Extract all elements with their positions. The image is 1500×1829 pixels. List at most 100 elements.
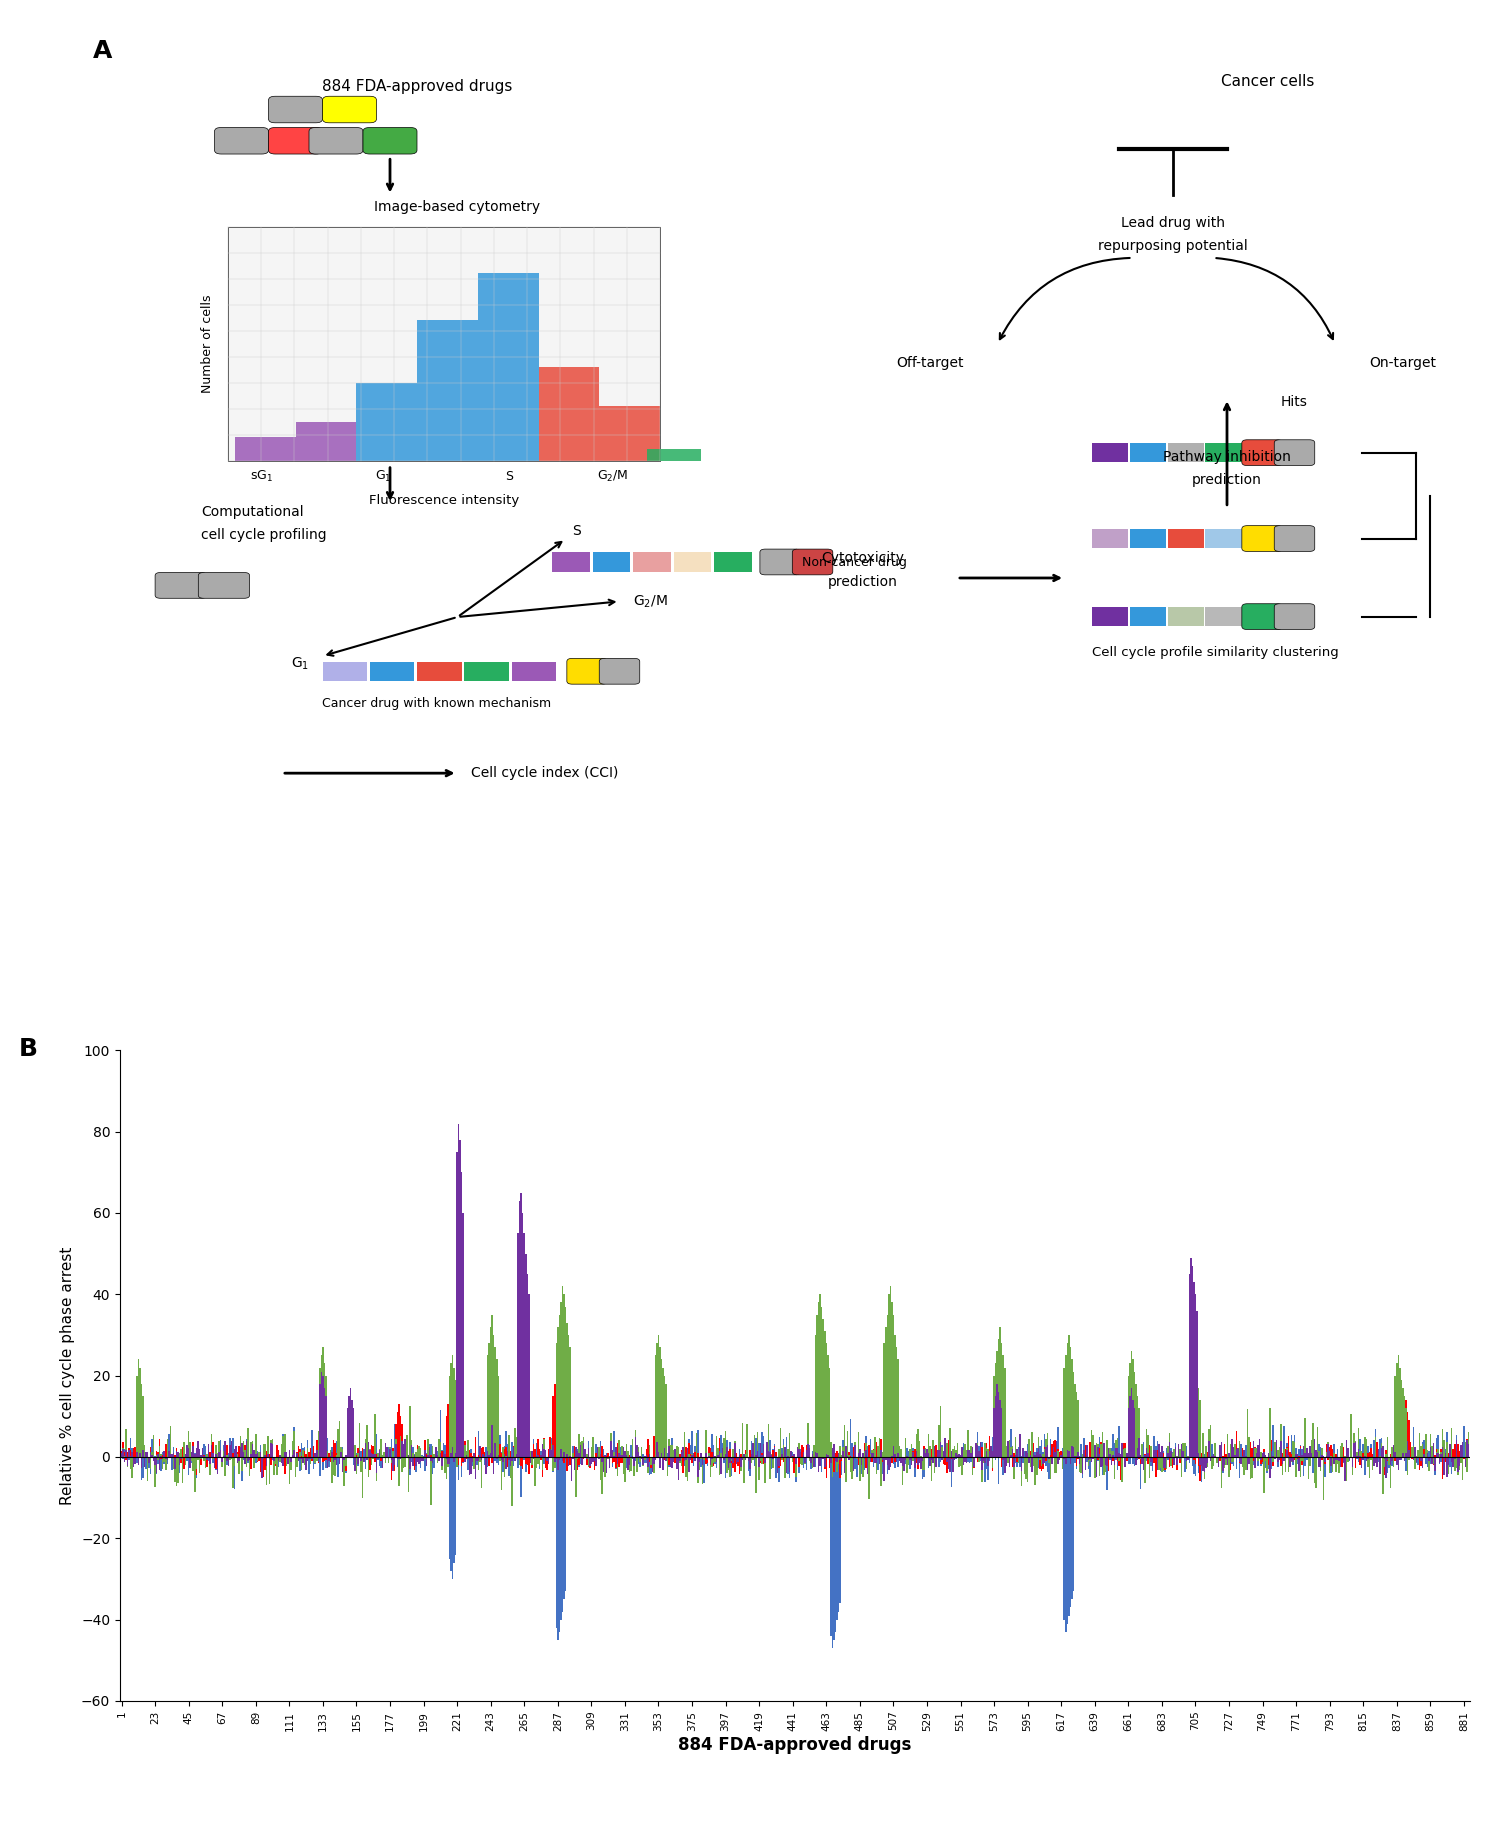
Bar: [886, 1458, 888, 1474]
Bar: [1240, 1458, 1242, 1460]
Bar: [1046, 1458, 1047, 1467]
Bar: [320, 1443, 321, 1458]
Bar: [1236, 1458, 1238, 1469]
Bar: [296, 1454, 297, 1458]
Bar: [312, 1430, 314, 1458]
Bar: [256, 1454, 258, 1458]
Bar: [211, 1434, 213, 1458]
Bar: [240, 1436, 242, 1458]
Bar: [934, 1454, 936, 1458]
Bar: [654, 1454, 656, 1458]
Bar: [1258, 1458, 1260, 1460]
Bar: [496, 1359, 498, 1458]
Bar: [1132, 1408, 1134, 1458]
Bar: [1102, 1443, 1104, 1458]
Bar: [1276, 1458, 1278, 1463]
Bar: [686, 1458, 687, 1478]
Bar: [156, 1456, 158, 1458]
Bar: [503, 1458, 504, 1460]
Bar: [1131, 1352, 1132, 1458]
Bar: [558, 1458, 560, 1460]
Bar: [710, 1452, 711, 1458]
Bar: [1011, 1449, 1013, 1458]
Bar: [1107, 1449, 1108, 1458]
Bar: [1311, 1454, 1312, 1458]
Bar: [1070, 1348, 1071, 1458]
Bar: [1208, 1458, 1209, 1463]
Bar: [272, 1445, 273, 1458]
Bar: [1306, 1449, 1308, 1458]
Bar: [772, 1458, 774, 1467]
Bar: [618, 1439, 620, 1458]
Bar: [933, 1458, 934, 1463]
Bar: [392, 1439, 393, 1458]
Bar: [1176, 1458, 1178, 1465]
Bar: [153, 1436, 154, 1458]
Bar: [1236, 1449, 1238, 1458]
Bar: [1160, 1458, 1161, 1469]
Bar: [822, 1319, 824, 1458]
Bar: [366, 1450, 368, 1458]
Bar: [714, 1458, 716, 1463]
Bar: [960, 1458, 962, 1467]
Bar: [738, 1458, 740, 1474]
Bar: [812, 1454, 813, 1458]
Bar: [669, 1458, 670, 1465]
Bar: [705, 1458, 706, 1463]
Bar: [1162, 1450, 1164, 1458]
Bar: [1406, 1408, 1407, 1458]
Bar: [1030, 1456, 1032, 1458]
Bar: [1242, 1458, 1244, 1467]
Bar: [410, 1458, 411, 1467]
Bar: [1300, 1447, 1302, 1458]
Bar: [786, 1438, 788, 1458]
Bar: [582, 1458, 584, 1465]
Bar: [734, 1458, 735, 1472]
Bar: [166, 1458, 168, 1460]
Bar: [375, 1434, 376, 1458]
Bar: [639, 1458, 640, 1463]
Bar: [720, 1454, 722, 1458]
Bar: [1416, 1458, 1418, 1463]
Bar: [1336, 1458, 1338, 1460]
Bar: [1166, 1449, 1167, 1458]
Bar: [122, 1452, 123, 1458]
Bar: [543, 1439, 544, 1458]
Bar: [1005, 1458, 1007, 1461]
Bar: [874, 1458, 876, 1463]
Bar: [1138, 1438, 1140, 1458]
Bar: [522, 1458, 524, 1469]
Bar: [859, 1458, 861, 1467]
Bar: [1202, 1454, 1203, 1458]
Bar: [122, 1450, 123, 1458]
Bar: [1310, 1447, 1311, 1458]
Bar: [1394, 1450, 1395, 1458]
Bar: [636, 1452, 638, 1458]
Bar: [1144, 1454, 1146, 1458]
Bar: [1072, 1458, 1074, 1591]
Bar: [398, 1458, 399, 1460]
Bar: [882, 1452, 884, 1458]
Text: prediction: prediction: [828, 574, 897, 589]
Bar: [1420, 1458, 1422, 1465]
Bar: [1274, 1441, 1275, 1458]
Bar: [429, 1447, 430, 1458]
Bar: [591, 1458, 592, 1461]
Bar: [622, 1449, 624, 1458]
Bar: [309, 1458, 310, 1460]
Bar: [374, 1458, 375, 1461]
Bar: [736, 1458, 738, 1461]
Bar: [592, 552, 630, 572]
Bar: [489, 1458, 490, 1467]
Bar: [416, 1458, 417, 1465]
Bar: [558, 1458, 560, 1631]
Bar: [871, 1450, 873, 1458]
Bar: [682, 1447, 684, 1458]
Bar: [1329, 1447, 1330, 1458]
Bar: [345, 1458, 346, 1471]
Bar: [147, 1452, 148, 1458]
Bar: [561, 1458, 562, 1611]
Bar: [381, 1458, 382, 1469]
Bar: [1412, 1447, 1413, 1458]
Bar: [1137, 1396, 1138, 1458]
